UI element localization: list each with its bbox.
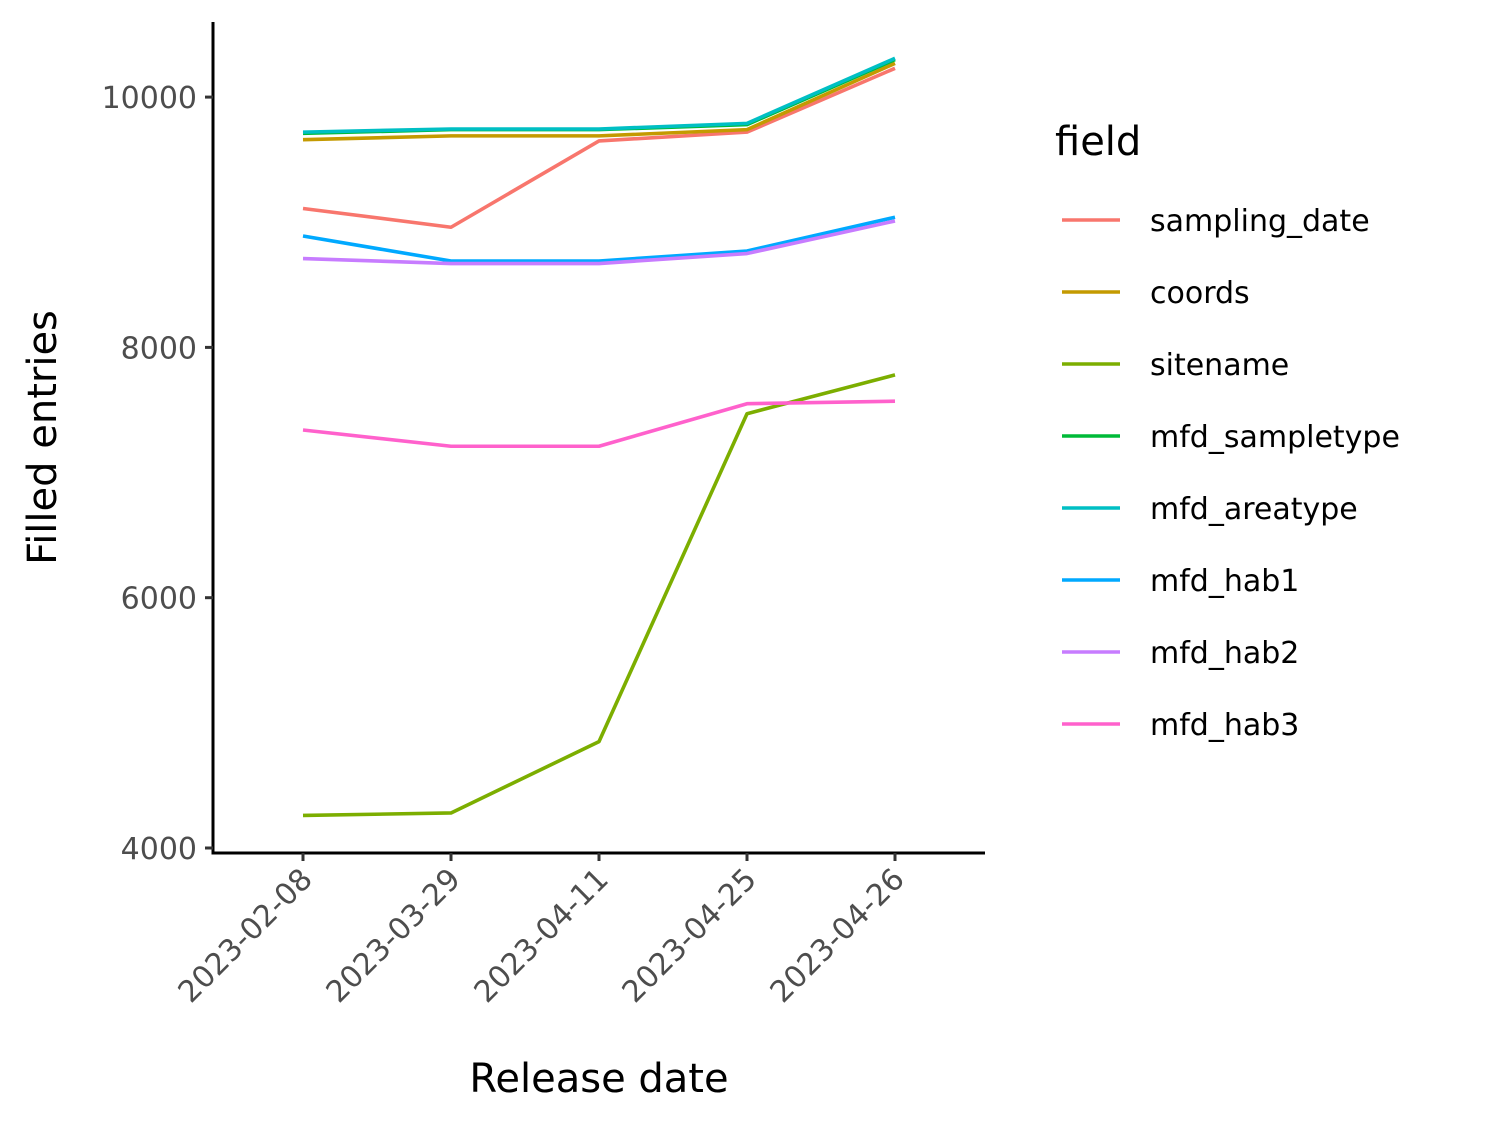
legend-label-mfd-areatype: mfd_areatype (1150, 492, 1358, 527)
series-line-mfd-hab1 (302, 215, 896, 263)
y-axis-title: Filled entries (20, 310, 66, 565)
series-line-sitename (302, 373, 896, 818)
series-line-mfd-hab2 (302, 219, 896, 266)
y-tick-label: 10000 (102, 81, 197, 116)
series-line-mfd-hab3 (302, 399, 896, 449)
x-axis-title: Release date (469, 1056, 728, 1102)
legend-label-sampling-date: sampling_date (1150, 204, 1370, 239)
series-line-coords (302, 61, 896, 142)
x-tick-label: 2023-04-26 (764, 862, 912, 1010)
legend-label-sitename: sitename (1150, 348, 1289, 383)
y-tick-label: 4000 (121, 832, 197, 867)
legend-label-coords: coords (1150, 276, 1250, 311)
x-tick-label: 2023-04-11 (468, 862, 616, 1010)
y-axis-ticks: 4000 6000 8000 10000 (102, 81, 213, 867)
legend-label-mfd-sampletype: mfd_sampletype (1150, 420, 1400, 455)
legend-label-mfd-hab2: mfd_hab2 (1150, 636, 1299, 671)
plot-lines (302, 56, 896, 818)
series-line-mfd-areatype (302, 56, 896, 134)
x-tick-label: 2023-04-25 (616, 862, 764, 1010)
legend-label-mfd-hab3: mfd_hab3 (1150, 708, 1299, 743)
y-tick-label: 8000 (121, 331, 197, 366)
legend-title: field (1055, 119, 1141, 165)
x-tick-label: 2023-02-08 (172, 862, 320, 1010)
x-tick-label: 2023-03-29 (320, 862, 468, 1010)
y-tick-label: 6000 (121, 582, 197, 617)
legend-label-mfd-hab1: mfd_hab1 (1150, 564, 1299, 599)
x-axis-ticks: 2023-02-08 2023-03-29 2023-04-11 2023-04-25… (172, 853, 912, 1010)
series-line-sampling-date (302, 66, 896, 230)
